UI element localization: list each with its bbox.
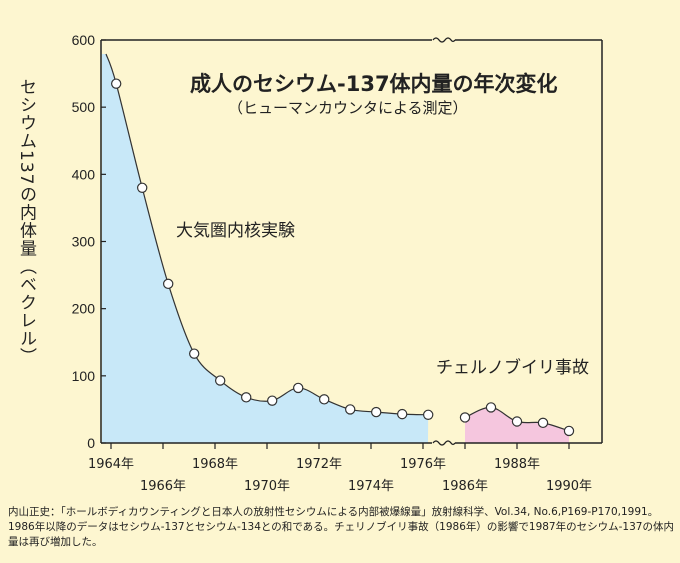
axis-break-mark bbox=[432, 37, 456, 43]
x-tick-label: 1990年 bbox=[546, 479, 592, 494]
y-tick-label: 600 bbox=[72, 32, 96, 48]
chart-subtitle: （ヒューマンカウンタによる測定） bbox=[228, 99, 468, 117]
data-point bbox=[459, 412, 471, 423]
data-point bbox=[485, 402, 497, 413]
y-tick-label: 400 bbox=[72, 166, 96, 182]
chart-points bbox=[110, 78, 575, 437]
data-point bbox=[188, 348, 200, 359]
y-tick-label: 200 bbox=[72, 301, 96, 317]
data-point bbox=[511, 416, 523, 427]
data-point bbox=[162, 278, 174, 290]
data-point bbox=[293, 382, 304, 394]
footnote-line: 量は再び増加した。 bbox=[8, 536, 103, 548]
x-tick-label: 1970年 bbox=[244, 479, 290, 494]
x-tick-label: 1974年 bbox=[348, 479, 394, 494]
annotation-nuclear-tests: 大気圏内核実験 bbox=[176, 221, 295, 241]
y-axis-label: セシウム137の内体量（ベクレル） bbox=[16, 78, 36, 366]
y-tick-label: 300 bbox=[72, 234, 96, 250]
data-point bbox=[397, 408, 408, 420]
data-point bbox=[214, 375, 226, 386]
data-point bbox=[267, 395, 278, 406]
x-tick-label: 1972年 bbox=[296, 457, 342, 472]
data-point bbox=[423, 409, 434, 420]
data-point bbox=[319, 394, 330, 405]
axis-break-mark bbox=[432, 440, 456, 446]
chart-title: 成人のセシウム-137体内量の年次変化 bbox=[190, 72, 558, 96]
x-tick-label: 1966年 bbox=[140, 479, 186, 494]
data-point bbox=[240, 392, 252, 403]
x-tick-label: 1986年 bbox=[442, 479, 488, 494]
data-point bbox=[537, 417, 549, 429]
data-point bbox=[371, 406, 382, 418]
series-area bbox=[102, 54, 429, 443]
y-tick-label: 100 bbox=[72, 368, 96, 384]
footnote: 内山正史：「ホールボディカウンティングと日本人の放射性セシウムによる内部被爆線量… bbox=[8, 505, 674, 550]
chart-ticks: 0 100 200 300 400 500 600 1964年 1968年 1972年 1976年 1… bbox=[72, 32, 592, 494]
x-tick-label: 1964年 bbox=[88, 457, 134, 472]
x-tick-label: 1968年 bbox=[192, 457, 238, 472]
footnote-line: 1986年以降のデータはセシウム-137とセシウム-134との和である。チェリノ… bbox=[8, 521, 674, 533]
annotation-chernobyl: チェルノブイリ事故 bbox=[436, 358, 589, 378]
data-point bbox=[345, 404, 356, 415]
x-tick-label: 1988年 bbox=[494, 457, 540, 472]
footnote-line: 内山正史：「ホールボディカウンティングと日本人の放射性セシウムによる内部被爆線量… bbox=[8, 506, 659, 518]
data-point bbox=[136, 182, 148, 193]
x-tick-label: 1976年 bbox=[400, 457, 446, 472]
y-tick-label: 0 bbox=[87, 435, 95, 451]
data-point bbox=[563, 425, 575, 437]
y-tick-label: 500 bbox=[72, 99, 96, 115]
data-point bbox=[110, 78, 122, 89]
